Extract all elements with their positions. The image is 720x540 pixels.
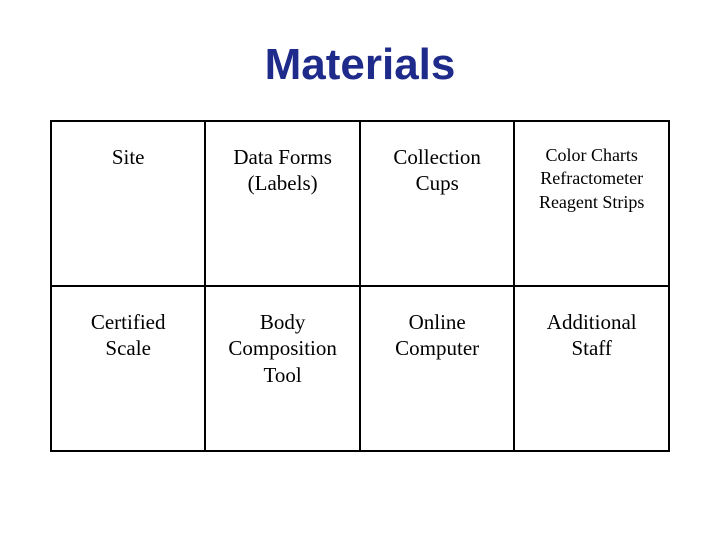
table-row: Site Data Forms(Labels) CollectionCups C… <box>51 121 669 286</box>
cell-collection-cups: CollectionCups <box>360 121 514 286</box>
cell-text: BodyCompositionTool <box>206 309 359 388</box>
cell-text: CollectionCups <box>361 144 513 197</box>
cell-data-forms: Data Forms(Labels) <box>205 121 360 286</box>
table-row: CertifiedScale BodyCompositionTool Onlin… <box>51 286 669 451</box>
page-title: Materials <box>265 40 456 90</box>
cell-text: Data Forms(Labels) <box>206 144 359 197</box>
cell-certified-scale: CertifiedScale <box>51 286 205 451</box>
materials-table: Site Data Forms(Labels) CollectionCups C… <box>50 120 670 452</box>
cell-text: CertifiedScale <box>52 309 204 362</box>
cell-additional-staff: AdditionalStaff <box>514 286 669 451</box>
cell-text: Color ChartsRefractometerReagent Strips <box>515 144 668 214</box>
cell-text: Site <box>52 144 204 170</box>
cell-online-computer: OnlineComputer <box>360 286 514 451</box>
cell-text: OnlineComputer <box>361 309 513 362</box>
cell-site: Site <box>51 121 205 286</box>
cell-color-charts: Color ChartsRefractometerReagent Strips <box>514 121 669 286</box>
cell-text: AdditionalStaff <box>515 309 668 362</box>
cell-body-composition: BodyCompositionTool <box>205 286 360 451</box>
